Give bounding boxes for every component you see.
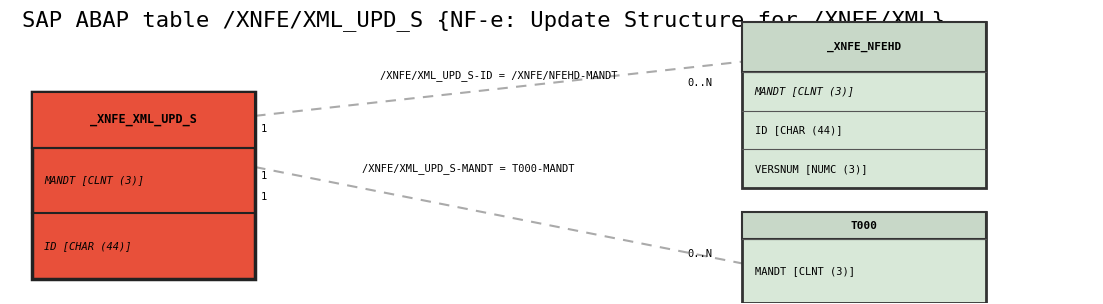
Text: MANDT [CLNT (3)]: MANDT [CLNT (3)] xyxy=(754,87,855,96)
Text: T000: T000 xyxy=(850,221,878,231)
Text: 1: 1 xyxy=(260,171,267,181)
Text: SAP ABAP table /XNFE/XML_UPD_S {NF-e: Update Structure for /XNFE/XML}: SAP ABAP table /XNFE/XML_UPD_S {NF-e: Up… xyxy=(22,10,944,31)
Text: 1: 1 xyxy=(260,192,267,202)
Text: 0..N: 0..N xyxy=(687,78,711,88)
FancyBboxPatch shape xyxy=(742,212,986,239)
Text: /XNFE/XML_UPD_S-ID = /XNFE/NFEHD-MANDT: /XNFE/XML_UPD_S-ID = /XNFE/NFEHD-MANDT xyxy=(381,70,618,81)
Text: 1: 1 xyxy=(260,124,267,134)
FancyBboxPatch shape xyxy=(742,22,986,188)
FancyBboxPatch shape xyxy=(742,212,986,302)
Text: ID [CHAR (44)]: ID [CHAR (44)] xyxy=(44,241,131,251)
Text: VERSNUM [NUMC (3)]: VERSNUM [NUMC (3)] xyxy=(754,164,867,174)
FancyBboxPatch shape xyxy=(742,22,986,72)
FancyBboxPatch shape xyxy=(32,92,255,278)
FancyBboxPatch shape xyxy=(32,92,255,148)
Text: _XNFE_XML_UPD_S: _XNFE_XML_UPD_S xyxy=(90,113,197,126)
Text: MANDT [CLNT (3)]: MANDT [CLNT (3)] xyxy=(754,266,855,276)
Text: 0..N: 0..N xyxy=(687,249,711,259)
Text: MANDT [CLNT (3)]: MANDT [CLNT (3)] xyxy=(44,175,144,185)
Text: /XNFE/XML_UPD_S-MANDT = T000-MANDT: /XNFE/XML_UPD_S-MANDT = T000-MANDT xyxy=(362,163,575,174)
Text: _XNFE_NFEHD: _XNFE_NFEHD xyxy=(827,42,901,52)
Text: ID [CHAR (44)]: ID [CHAR (44)] xyxy=(754,125,842,135)
